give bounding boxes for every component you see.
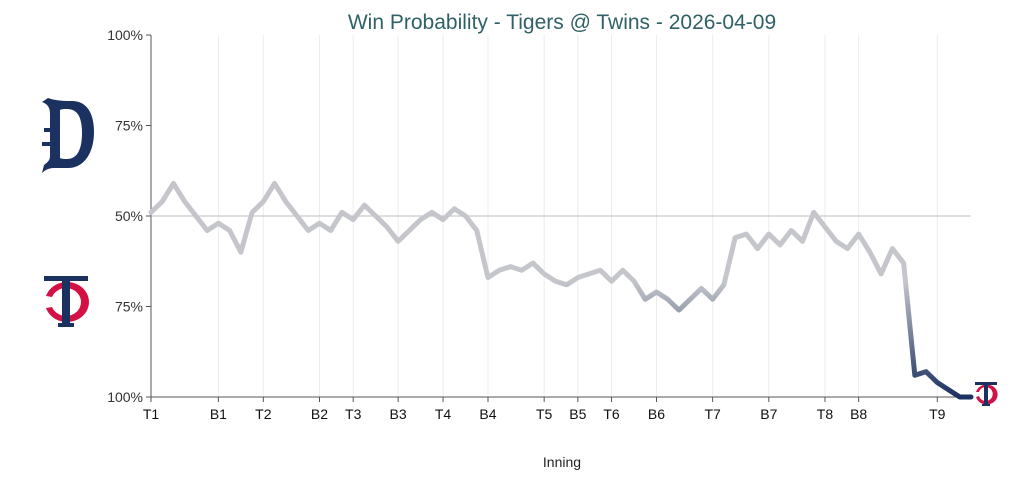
y-tick-label-2: 50%	[115, 208, 143, 224]
x-tick-label-1: B1	[210, 406, 227, 422]
x-tick-label-8: T5	[536, 406, 553, 422]
x-tick-label-10: T6	[603, 406, 620, 422]
chart-title: Win Probability - Tigers @ Twins - 2026-…	[348, 11, 776, 34]
x-tick-label-12: T7	[704, 406, 721, 422]
x-tick-label-14: T8	[817, 406, 834, 422]
x-tick-label-13: B7	[760, 406, 777, 422]
x-tick-label-5: B3	[390, 406, 407, 422]
twins-logo-icon	[44, 276, 89, 327]
x-tick-label-2: T2	[255, 406, 272, 422]
y-axis-ticks: 100% 75% 50% 75% 100%	[107, 27, 151, 405]
x-axis-label: Inning	[543, 454, 581, 470]
x-tick-label-7: B4	[479, 406, 496, 422]
win-probability-line-0	[148, 180, 974, 400]
x-tick-label-11: B6	[648, 406, 665, 422]
axes	[150, 35, 971, 398]
x-tick-label-16: T9	[929, 406, 946, 422]
x-tick-label-4: T3	[345, 406, 362, 422]
y-tick-label-0: 100%	[107, 27, 143, 43]
tigers-logo-icon	[42, 98, 94, 173]
x-tick-label-9: B5	[569, 406, 586, 422]
y-tick-label-3: 75%	[115, 299, 143, 315]
y-tick-label-1: 75%	[115, 118, 143, 134]
series-layer	[148, 180, 974, 400]
x-tick-label-0: T1	[143, 406, 160, 422]
endpoint-twins-logo-icon	[975, 382, 998, 406]
x-tick-label-3: B2	[311, 406, 328, 422]
x-tick-label-6: T4	[435, 406, 452, 422]
x-axis-ticks: T1 B1 T2 B2 T3 B3 T4 B4 T5 B5 T6 B6 T7 B7 T8 B8 T9	[143, 397, 946, 422]
x-tick-label-15: B8	[850, 406, 867, 422]
y-tick-label-4: 100%	[107, 389, 143, 405]
